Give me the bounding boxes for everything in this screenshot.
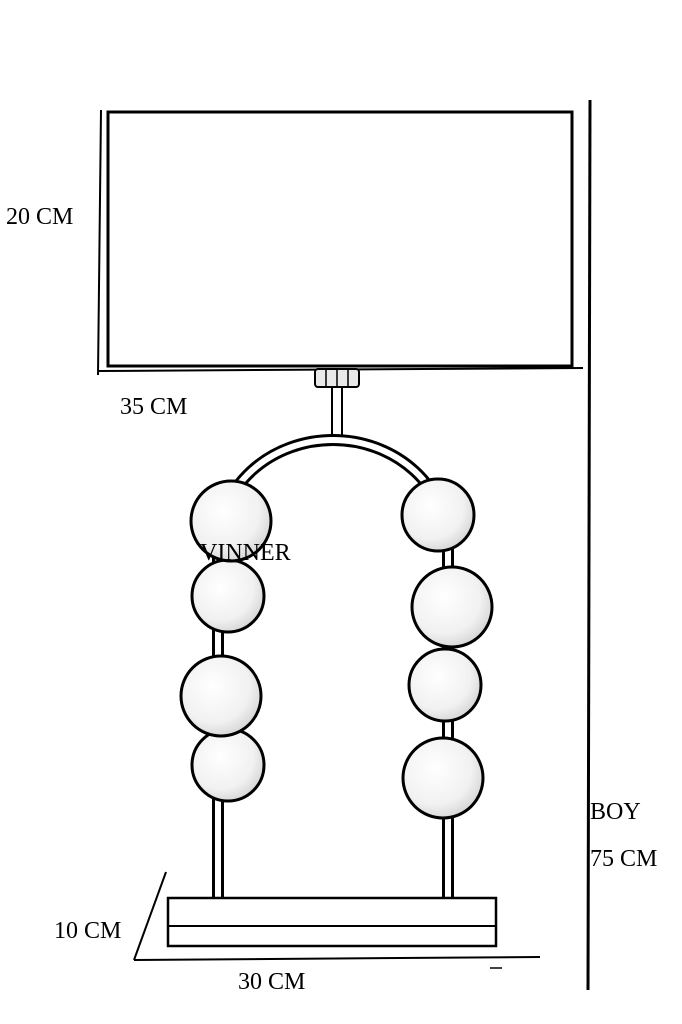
base-width-line (133, 956, 541, 961)
lamp-base (166, 896, 498, 948)
total-height-line (586, 99, 592, 991)
lamp-shade (106, 110, 574, 368)
base-height-label: 10 CM (54, 918, 122, 944)
shade-width-label: 35 CM (120, 394, 188, 420)
base-width-label: 30 CM (238, 969, 306, 995)
total-height-value: 75 CM (590, 846, 658, 872)
shade-height-label: 20 CM (6, 204, 74, 230)
total-height-title: BOY (590, 799, 641, 825)
brand-label: VINNER (200, 540, 291, 566)
base-height-line (133, 871, 167, 961)
left-crystal-balls (179, 479, 273, 803)
right-crystal-balls (400, 477, 494, 820)
lamp-stem (331, 386, 343, 440)
shade-height-line (97, 109, 102, 376)
